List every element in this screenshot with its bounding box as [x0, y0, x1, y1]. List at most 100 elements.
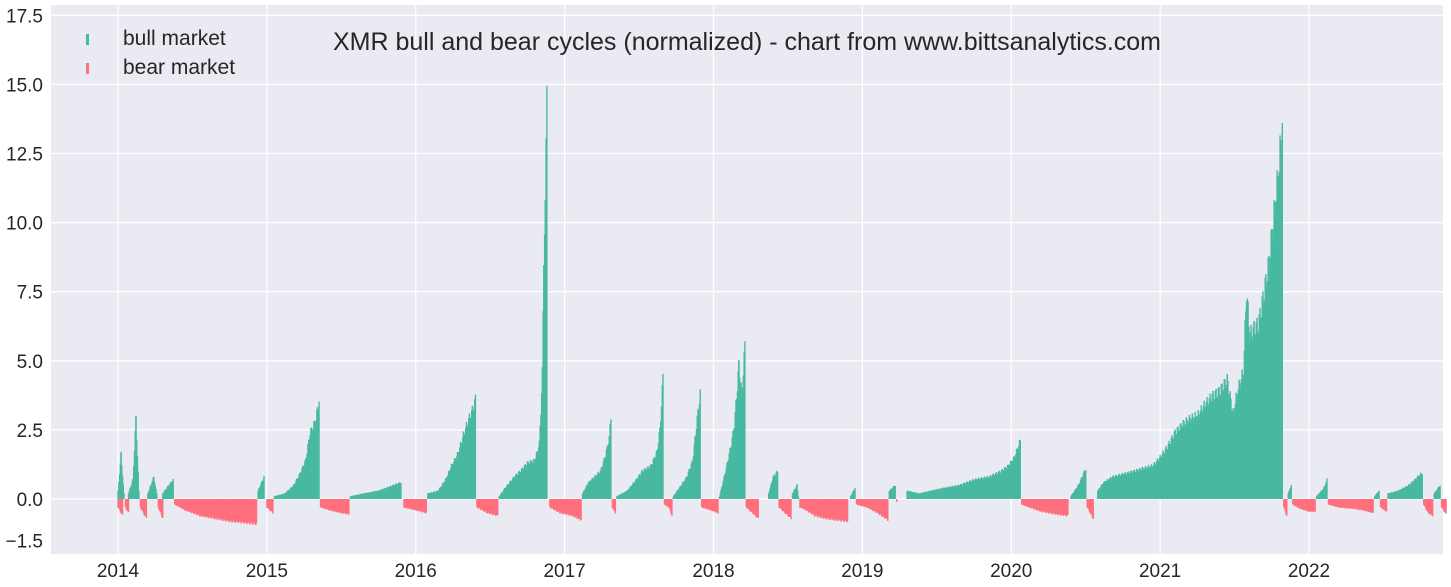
bar — [1187, 424, 1189, 499]
bar — [1184, 426, 1186, 499]
bar — [1245, 301, 1248, 499]
bar — [618, 494, 620, 499]
bar — [677, 490, 679, 499]
bar — [1142, 467, 1144, 499]
bar — [723, 476, 725, 499]
bar — [858, 499, 860, 506]
bar — [249, 499, 251, 525]
bar — [799, 499, 802, 508]
bar — [748, 499, 751, 510]
bar — [1254, 333, 1256, 499]
bar — [1341, 499, 1344, 508]
bar — [329, 499, 331, 510]
bar — [214, 499, 217, 518]
bar — [860, 499, 862, 506]
bar — [1395, 491, 1397, 499]
bar — [120, 499, 122, 514]
bar — [910, 491, 913, 499]
bar — [1273, 200, 1275, 499]
bar — [727, 459, 730, 499]
bar — [925, 491, 928, 499]
bar — [328, 499, 331, 511]
bar — [1284, 499, 1286, 512]
bar — [968, 480, 971, 499]
bar — [464, 434, 466, 499]
bar — [268, 499, 270, 510]
bar — [945, 487, 947, 499]
bar — [1347, 499, 1350, 508]
bar — [838, 499, 841, 519]
bar — [675, 492, 678, 499]
bar — [372, 491, 375, 499]
bar — [1160, 456, 1162, 499]
bar — [1246, 298, 1249, 499]
bar — [301, 467, 303, 499]
bar — [1263, 304, 1265, 499]
bar — [176, 499, 178, 506]
bar — [1372, 499, 1374, 513]
bar — [878, 499, 881, 515]
bar — [1208, 397, 1211, 499]
bar — [669, 499, 672, 512]
bar — [1396, 490, 1398, 499]
bar — [1009, 460, 1012, 499]
bar — [1196, 421, 1198, 499]
bar — [938, 489, 940, 499]
bar — [438, 489, 440, 499]
bar — [258, 488, 260, 499]
bar — [160, 499, 162, 515]
bar — [1290, 485, 1292, 499]
bar — [726, 462, 728, 499]
bar — [591, 477, 593, 499]
bar — [1127, 471, 1129, 499]
bar — [912, 492, 914, 499]
bar — [291, 487, 293, 499]
bar — [270, 499, 273, 511]
bar — [796, 484, 798, 499]
bar — [878, 499, 880, 515]
bar — [597, 471, 599, 499]
bar — [450, 463, 453, 499]
bar — [1211, 393, 1214, 499]
bar — [817, 499, 819, 518]
bar — [935, 490, 937, 499]
bar — [987, 477, 989, 499]
bar — [782, 499, 784, 512]
bar — [357, 494, 359, 499]
bar — [1124, 472, 1126, 499]
bar — [468, 413, 471, 499]
bar — [1436, 489, 1438, 499]
bar — [1080, 477, 1083, 499]
bar — [573, 499, 576, 518]
bar — [192, 499, 194, 513]
bar — [716, 499, 719, 513]
bar — [1433, 493, 1435, 499]
bar — [999, 472, 1001, 499]
bar — [494, 499, 496, 515]
bar — [531, 463, 533, 499]
bar — [834, 499, 836, 521]
bar — [1258, 314, 1260, 499]
bar — [1412, 482, 1415, 499]
bar — [844, 499, 847, 520]
bar — [524, 464, 526, 499]
bar — [1043, 499, 1045, 512]
bar — [1292, 499, 1294, 505]
bar — [312, 429, 314, 499]
bar — [1213, 398, 1215, 499]
bar — [840, 499, 843, 521]
bar — [185, 499, 188, 510]
bar — [276, 495, 279, 499]
bar — [995, 473, 997, 499]
bar — [1309, 499, 1311, 512]
bar — [1271, 228, 1273, 499]
bar — [837, 499, 839, 522]
bar — [171, 481, 174, 499]
bar — [456, 456, 458, 499]
bar — [181, 499, 183, 509]
bar — [479, 499, 481, 509]
bar — [833, 499, 835, 519]
series-bear-market — [117, 499, 1447, 526]
bar — [200, 499, 202, 516]
bar — [1065, 499, 1068, 517]
